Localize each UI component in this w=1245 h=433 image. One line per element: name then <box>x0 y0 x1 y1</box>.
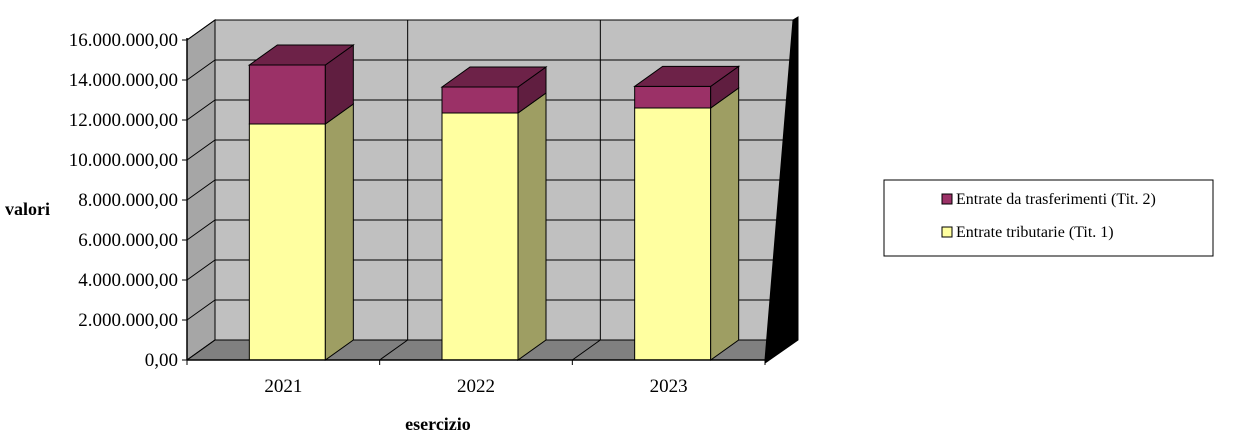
bar-face <box>441 86 519 114</box>
x-axis-title: esercizio <box>405 414 471 433</box>
frame-edge <box>764 16 799 364</box>
y-tick-label: 12.000.000,00 <box>69 110 178 131</box>
bar-face <box>634 85 712 109</box>
y-tick-label: 8.000.000,00 <box>78 190 178 211</box>
y-axis-title: valori <box>5 199 50 219</box>
legend-box <box>883 179 1214 257</box>
gridline-side <box>186 59 216 81</box>
bar-face <box>634 107 712 361</box>
bar-face <box>248 123 326 361</box>
legend-label: Entrate tributarie (Tit. 1) <box>956 224 1114 241</box>
bar-face <box>441 112 519 361</box>
gridline-side <box>186 179 216 201</box>
bar-side <box>517 92 547 361</box>
y-tick-label: 0,00 <box>145 350 178 371</box>
gridline-side <box>186 139 216 161</box>
x-tick-label: 2023 <box>650 376 688 397</box>
y-tick-label: 14.000.000,00 <box>69 70 178 91</box>
gridline-side <box>186 299 216 321</box>
bar-2022-0 <box>441 92 547 361</box>
legend-swatch <box>941 226 953 238</box>
bar-side <box>324 103 354 361</box>
bar-face <box>248 64 326 125</box>
x-tick-label: 2021 <box>264 376 302 397</box>
x-tick-label: 2022 <box>457 376 495 397</box>
y-tick-label: 10.000.000,00 <box>69 150 178 171</box>
y-tick-label: 2.000.000,00 <box>78 310 178 331</box>
bar-2022-1 <box>440 66 548 114</box>
bar-top <box>440 66 548 88</box>
gridline-side <box>186 19 216 41</box>
floor-divider <box>379 339 408 361</box>
gridline-side <box>186 99 216 121</box>
bar-2021-0 <box>248 103 354 361</box>
gridline-side <box>186 339 216 361</box>
x-tick-labels: 2021 2022 2023 <box>264 376 687 397</box>
chart-bars <box>247 44 741 361</box>
bar-2021-1 <box>247 44 355 125</box>
bar-2023-1 <box>633 65 741 109</box>
bar-side <box>710 87 740 361</box>
legend-swatch <box>941 193 953 205</box>
floor-divider <box>572 339 601 361</box>
y-tick-label: 16.000.000,00 <box>69 30 178 51</box>
y-tick-labels: 0,00 2.000.000,00 4.000.000,00 6.000.000,00… <box>69 30 178 371</box>
bar-2023-0 <box>634 87 740 361</box>
legend-label: Entrate da trasferimenti (Tit. 2) <box>956 191 1156 208</box>
y-tick-label: 6.000.000,00 <box>78 230 178 251</box>
gridline-side <box>186 219 216 241</box>
bar-top <box>247 44 355 66</box>
y-tick-label: 4.000.000,00 <box>78 270 178 291</box>
gridline-side <box>186 259 216 281</box>
chart-axes <box>182 38 766 365</box>
bar-top <box>633 65 741 87</box>
legend: Entrate da trasferimenti (Tit. 2) Entrate… <box>883 179 1214 257</box>
